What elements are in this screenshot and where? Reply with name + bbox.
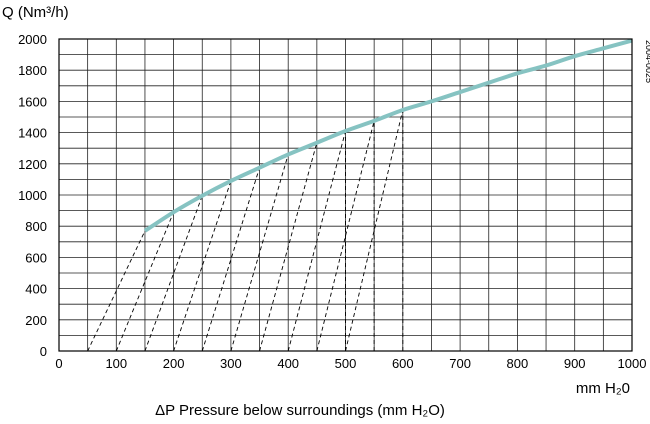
x-tick-label: 800: [507, 356, 529, 371]
y-tick-label: 1000: [18, 188, 47, 203]
dashed-line: [230, 154, 289, 352]
y-tick-label: 2000: [18, 32, 47, 47]
curve-layer: [143, 38, 633, 233]
y-tick-labels: 0 200 400 600 800 1000 1200 1400 1600 1800 2000: [18, 32, 47, 359]
x-tick-label: 900: [564, 356, 586, 371]
x-tick-label: 1000: [618, 356, 647, 371]
dashed-line: [87, 230, 146, 352]
y-axis-title: Q (Nm³/h): [2, 4, 69, 21]
x-tick-labels: 0 100 200 300 400 500 600 700 800 900 1000: [55, 356, 646, 371]
x-tick-label: 100: [105, 356, 127, 371]
y-tick-label: 1800: [18, 63, 47, 78]
y-tick-label: 600: [25, 250, 47, 265]
x-tick-label: 300: [220, 356, 242, 371]
x-tick-label: 200: [163, 356, 185, 371]
dashed-line: [316, 120, 375, 352]
x-tick-label: 600: [392, 356, 414, 371]
y-tick-label: 400: [25, 282, 47, 297]
series-curve: [143, 38, 633, 233]
x-tick-label: 500: [335, 356, 357, 371]
plot-border: [58, 38, 633, 352]
dashed-line: [345, 109, 404, 352]
dashed-line: [173, 180, 232, 352]
y-tick-label: 0: [40, 344, 47, 359]
x-axis-unit-label: mm H₂0: [576, 380, 630, 397]
x-tick-label: 700: [449, 356, 471, 371]
figure-code: 2004-0025: [644, 40, 650, 83]
x-axis-title: ΔP Pressure below surroundings (mm H₂O): [155, 402, 445, 419]
dashed-line: [287, 130, 346, 352]
y-tick-label: 1400: [18, 126, 47, 141]
y-tick-label: 200: [25, 313, 47, 328]
x-tick-label: 0: [55, 356, 62, 371]
dashed-line: [259, 142, 318, 352]
y-tick-label: 800: [25, 219, 47, 234]
x-tick-label: 400: [277, 356, 299, 371]
y-tick-label: 1200: [18, 157, 47, 172]
plot-frame: [58, 38, 633, 352]
y-tick-label: 1600: [18, 94, 47, 109]
dashed-construction-lines: [87, 109, 404, 352]
